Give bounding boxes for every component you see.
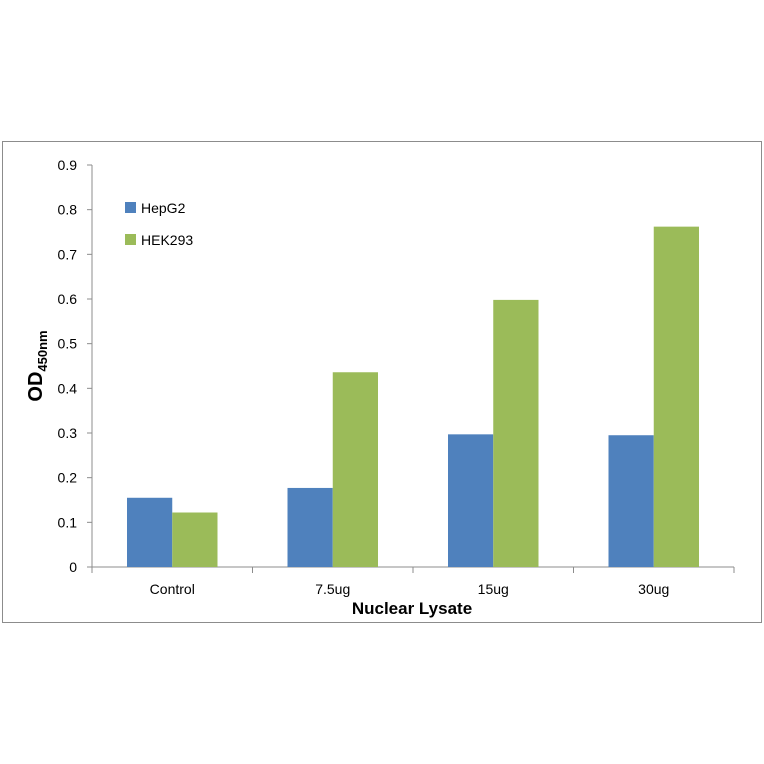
y-tick-label: 0.2 xyxy=(58,470,78,486)
y-axis-title: OD450nm xyxy=(25,330,50,401)
bar-hek293-7.5ug xyxy=(332,372,378,567)
y-tick-label: 0.7 xyxy=(58,246,78,262)
y-tick-label: 0.5 xyxy=(58,336,78,352)
y-axis-title-subscript: 450nm xyxy=(35,330,50,371)
y-tick-label: 0.3 xyxy=(58,425,78,441)
bar-hepg2-15ug xyxy=(448,434,494,567)
bars xyxy=(127,226,699,567)
legend-swatch-hepg2 xyxy=(125,202,136,213)
tick-labels: 0 0.1 0.2 0.3 0.4 0.5 0.6 0.7 0.8 0.9 Control 7.5ug… xyxy=(58,157,670,597)
bar-hepg2-control xyxy=(127,497,173,567)
bar-hepg2-7.5ug xyxy=(287,487,333,567)
y-axis-title-main: OD xyxy=(25,372,47,402)
x-tick-label: 30ug xyxy=(638,581,669,597)
x-tick-label: 15ug xyxy=(478,581,509,597)
y-tick-label: 0.4 xyxy=(58,380,78,396)
y-tick-label: 0 xyxy=(69,559,77,575)
legend-label-hek293: HEK293 xyxy=(141,232,193,248)
y-tick-label: 0.6 xyxy=(58,291,78,307)
y-tick-label: 0.9 xyxy=(58,157,78,173)
y-tick-label: 0.1 xyxy=(58,514,78,530)
x-axis-title: Nuclear Lysate xyxy=(352,599,472,618)
bar-hepg2-30ug xyxy=(608,435,654,567)
bar-hek293-control xyxy=(172,512,218,567)
legend-swatch-hek293 xyxy=(125,234,136,245)
legend-label-hepg2: HepG2 xyxy=(141,200,186,216)
legend: HepG2 HEK293 xyxy=(125,200,193,248)
bar-hek293-30ug xyxy=(653,226,699,567)
x-tick-label: Control xyxy=(150,581,195,597)
x-tick-label: 7.5ug xyxy=(315,581,350,597)
y-tick-label: 0.8 xyxy=(58,202,78,218)
bar-hek293-15ug xyxy=(493,299,539,567)
